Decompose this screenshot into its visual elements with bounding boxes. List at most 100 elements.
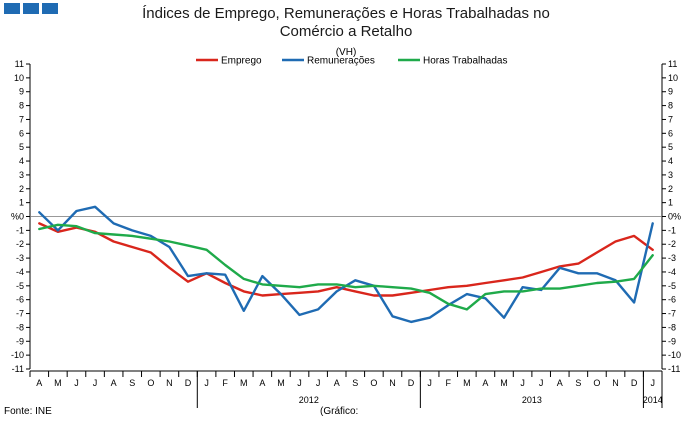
data-point (242, 290, 245, 293)
series-line-remunerações (38, 205, 654, 324)
y-tick-label-left: 11 (15, 59, 24, 69)
x-tick-label: J (74, 378, 79, 388)
data-point (354, 286, 357, 289)
data-point (558, 287, 561, 290)
series-lines (38, 205, 654, 324)
y-tick-label-left: 2 (19, 184, 24, 194)
x-tick-label: O (593, 378, 600, 388)
data-point (540, 287, 543, 290)
data-point (261, 283, 264, 286)
y-tick-label-right: -9 (668, 336, 676, 346)
corner-block-1 (4, 3, 20, 14)
y-tick-label-left: -11 (12, 364, 24, 374)
data-point (317, 290, 320, 293)
data-point (38, 228, 41, 230)
y-tick-label-left: -6 (16, 295, 24, 305)
data-point (149, 237, 152, 240)
unit-label: (VH) (336, 47, 357, 58)
data-point (428, 316, 431, 319)
x-tick-label: M (54, 378, 62, 388)
y-tick-label-left: -3 (16, 253, 24, 263)
data-point (168, 240, 171, 243)
x-tick-label: O (147, 378, 154, 388)
data-point (633, 277, 636, 280)
y-tick-label-right: 10 (668, 73, 678, 83)
y-tick-label-left: 6 (19, 128, 24, 138)
data-point (298, 286, 301, 289)
data-point (38, 222, 41, 225)
data-point (577, 284, 580, 287)
data-point (391, 294, 394, 297)
data-point (577, 272, 580, 275)
data-point (131, 229, 134, 232)
data-point (168, 246, 171, 248)
data-point (280, 284, 282, 287)
x-tick-label: N (166, 378, 173, 388)
source-note: Fonte: INE (4, 406, 52, 417)
data-point (521, 276, 524, 279)
y-tick-label-right: -8 (668, 322, 676, 332)
x-tick-label: O (370, 378, 377, 388)
data-point (447, 286, 450, 289)
data-point (187, 275, 189, 278)
data-point (465, 308, 468, 311)
data-point (484, 297, 487, 300)
y-tick-label-right: -7 (668, 309, 676, 319)
y-tick-label-left: -5 (16, 281, 24, 291)
y-tick-label-left: 8 (19, 101, 24, 111)
x-tick-label: N (612, 378, 619, 388)
data-point (261, 275, 264, 278)
y-tick-label-left: 7 (19, 114, 24, 124)
data-point (465, 293, 468, 296)
data-point (503, 290, 505, 293)
data-point (596, 282, 598, 284)
chart-label-note: (Gráfico: (320, 406, 359, 417)
data-point (633, 235, 636, 237)
data-point (205, 272, 208, 275)
x-tick-label: J (93, 378, 98, 388)
chart-title-line-1: Índices de Emprego, Remunerações e Horas… (142, 5, 550, 22)
data-point (112, 240, 115, 243)
data-point (168, 266, 171, 269)
data-point (280, 293, 282, 296)
data-point (38, 211, 41, 214)
y-tick-label-right: 5 (668, 142, 673, 152)
x-tick-label: J (204, 378, 209, 388)
data-point (298, 314, 301, 316)
data-point (372, 284, 375, 287)
data-point (131, 235, 134, 237)
data-point (651, 254, 654, 257)
y-tick-label-left: -2 (16, 239, 24, 249)
data-point (577, 262, 580, 265)
data-point (428, 289, 431, 291)
y-tick-label-left: -9 (16, 336, 24, 346)
year-label: 2012 (299, 395, 319, 405)
data-point (521, 290, 524, 293)
y-tick-label-right: -2 (668, 239, 676, 249)
x-tick-label: J (539, 378, 544, 388)
data-point (410, 291, 412, 294)
data-point (428, 291, 431, 294)
data-point (242, 277, 245, 280)
y-tick-label-right: -5 (668, 281, 676, 291)
x-tick-label: M (240, 378, 248, 388)
chart-title-line-2: Comércio a Retalho (279, 23, 413, 40)
data-point (372, 294, 375, 297)
data-point (354, 290, 357, 293)
y-tick-label-right: 6 (668, 128, 673, 138)
x-tick-label: F (222, 378, 228, 388)
data-point (651, 248, 654, 251)
data-point (651, 222, 654, 225)
y-tick-label-right: 7 (668, 114, 673, 124)
x-tick-label: D (631, 378, 638, 388)
x-tick-label: N (389, 378, 396, 388)
data-point (75, 210, 78, 212)
series-line-emprego (38, 222, 654, 297)
y-tick-label-left: 3 (19, 170, 24, 180)
y-tick-label-left: 10 (14, 73, 24, 83)
corner-block-3 (42, 3, 58, 14)
y-tick-label-left: -7 (16, 309, 24, 319)
data-point (614, 240, 617, 243)
